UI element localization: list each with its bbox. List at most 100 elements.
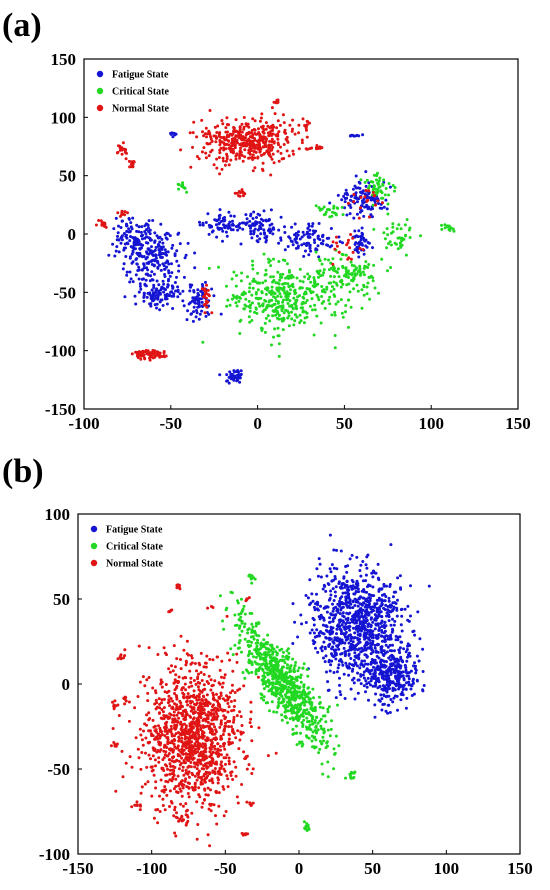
data-point [320, 762, 324, 766]
data-point [332, 648, 336, 652]
data-point [300, 235, 304, 239]
data-point [391, 222, 395, 226]
data-point [207, 312, 211, 316]
data-point [389, 658, 393, 662]
data-point [271, 123, 275, 127]
data-point [376, 171, 379, 175]
data-point [354, 241, 358, 245]
data-point [204, 221, 208, 224]
data-point [382, 584, 386, 588]
data-point [358, 640, 362, 644]
data-point [124, 761, 128, 765]
data-point [191, 145, 194, 149]
data-point [331, 619, 335, 623]
data-point [221, 619, 224, 623]
data-point [403, 607, 407, 611]
data-point [283, 676, 287, 680]
data-point [262, 687, 266, 691]
data-point [262, 674, 266, 678]
data-point [210, 311, 214, 315]
data-point [283, 248, 287, 252]
data-point [337, 744, 341, 748]
data-point [338, 240, 342, 244]
data-point [312, 623, 316, 627]
data-point [334, 734, 338, 738]
data-point [347, 653, 351, 657]
data-point [218, 143, 222, 147]
data-point [193, 296, 197, 300]
data-point [348, 628, 352, 632]
data-point [421, 689, 425, 693]
data-point [344, 565, 348, 568]
data-point [167, 262, 171, 266]
data-point [400, 640, 404, 644]
data-point [322, 583, 326, 587]
data-point [261, 668, 265, 672]
data-point [343, 697, 347, 700]
data-point [378, 672, 382, 676]
data-point [263, 143, 267, 147]
data-point [397, 684, 401, 688]
data-point [141, 675, 145, 679]
data-point [308, 304, 312, 308]
data-point [345, 196, 349, 200]
data-point [149, 304, 153, 308]
data-point [115, 245, 119, 249]
data-point [395, 606, 399, 610]
data-point [348, 557, 352, 561]
data-point [367, 275, 371, 279]
data-point [237, 194, 241, 198]
data-point [270, 157, 274, 161]
data-point [286, 316, 290, 320]
data-point [391, 656, 395, 660]
data-point [285, 149, 289, 153]
data-point [290, 317, 294, 321]
data-point [351, 626, 355, 630]
data-point [310, 224, 314, 228]
x-tick-label: -100 [68, 414, 99, 433]
data-point [269, 264, 273, 268]
data-point [329, 570, 333, 574]
data-point [306, 596, 310, 600]
data-point [210, 148, 214, 152]
data-point [243, 622, 247, 626]
data-point [238, 319, 242, 323]
data-point [177, 759, 181, 763]
data-point [137, 290, 141, 294]
data-point [238, 143, 242, 146]
data-point [331, 257, 335, 261]
data-point [130, 245, 134, 249]
data-point [153, 240, 157, 244]
data-point [238, 134, 242, 138]
data-point [384, 675, 388, 679]
data-point [278, 692, 282, 696]
data-point [319, 241, 323, 245]
data-point [363, 273, 366, 277]
data-point [333, 575, 337, 578]
data-point [156, 808, 160, 811]
data-point [383, 665, 387, 669]
data-point [324, 589, 328, 593]
data-point [173, 665, 177, 669]
data-point [161, 241, 165, 245]
data-point [334, 613, 338, 617]
data-point [229, 774, 233, 777]
data-point [309, 601, 313, 605]
data-point [267, 134, 271, 138]
data-point [292, 289, 296, 293]
data-point [340, 640, 344, 644]
data-point [360, 306, 364, 310]
data-point [341, 282, 345, 286]
data-point [119, 226, 123, 229]
data-point [174, 289, 178, 293]
data-point [382, 623, 386, 627]
data-point [378, 176, 382, 180]
data-point [306, 272, 310, 276]
data-point [278, 648, 282, 652]
data-point [293, 132, 297, 136]
data-point [307, 253, 311, 257]
data-point [304, 621, 308, 624]
data-point [337, 580, 341, 584]
data-point [224, 810, 228, 813]
data-point [257, 622, 261, 625]
